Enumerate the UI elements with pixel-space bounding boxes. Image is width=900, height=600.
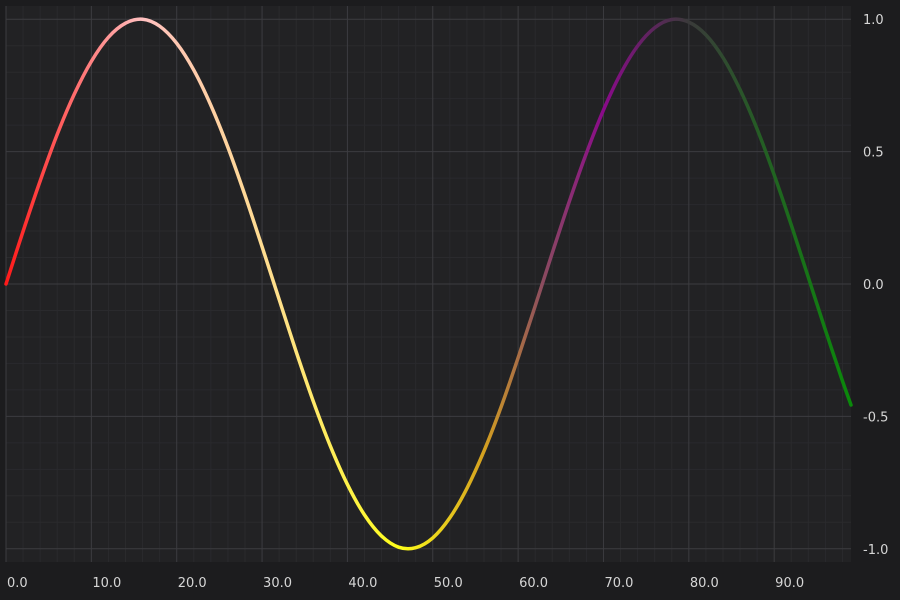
y-tick-label: -1.0: [863, 543, 888, 558]
x-tick-label: 0.0: [7, 576, 28, 591]
x-tick-label: 40.0: [348, 576, 377, 591]
x-tick-label: 10.0: [92, 576, 121, 591]
x-tick-label: 30.0: [263, 576, 292, 591]
major-grid: [5, 6, 851, 562]
series-layer: [4, 17, 853, 551]
x-tick-label: 70.0: [604, 576, 633, 591]
x-axis: 0.0 10.0 20.0 30.0 40.0 50.0 60.0 70.0 80.0 90.0: [7, 576, 804, 591]
x-tick-label: 60.0: [519, 576, 548, 591]
y-tick-label: 1.0: [863, 13, 884, 28]
y-tick-label: -0.5: [863, 410, 888, 425]
series-line: [4, 17, 853, 551]
x-tick-label: 80.0: [690, 576, 719, 591]
x-tick-label: 90.0: [775, 576, 804, 591]
y-axis: 1.0 0.5 0.0 -0.5 -1.0: [863, 13, 888, 558]
y-tick-label: 0.0: [863, 278, 884, 293]
y-tick-label: 0.5: [863, 146, 884, 161]
x-tick-label: 50.0: [434, 576, 463, 591]
x-tick-label: 20.0: [178, 576, 207, 591]
